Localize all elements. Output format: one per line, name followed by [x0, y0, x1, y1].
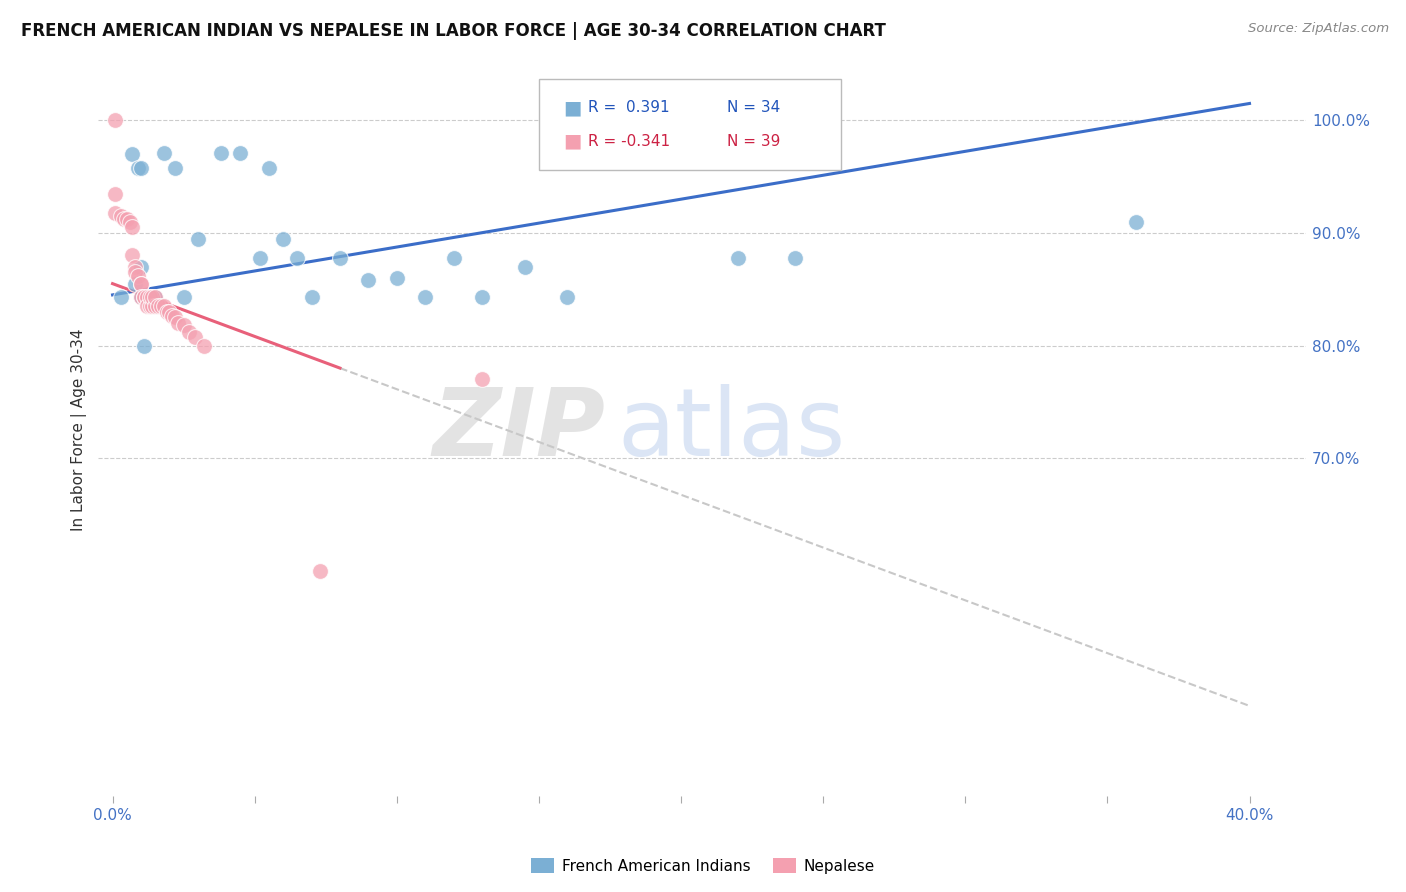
Point	[121, 248, 143, 262]
Text: R = -0.341: R = -0.341	[588, 134, 669, 149]
Point	[271, 231, 294, 245]
Legend: French American Indians, Nepalese: French American Indians, Nepalese	[524, 852, 882, 880]
Point	[413, 290, 436, 304]
Point	[129, 277, 152, 291]
Point	[187, 231, 209, 245]
Point	[513, 260, 536, 274]
Text: ■: ■	[564, 132, 582, 151]
Point	[127, 268, 149, 283]
Point	[129, 260, 152, 274]
Text: N = 39: N = 39	[727, 134, 780, 149]
Point	[727, 251, 749, 265]
Point	[121, 220, 143, 235]
Point	[129, 290, 152, 304]
Point	[104, 205, 127, 219]
Point	[110, 290, 132, 304]
Point	[443, 251, 465, 265]
Point	[115, 212, 138, 227]
Point	[129, 161, 152, 175]
Point	[557, 290, 579, 304]
Point	[135, 299, 157, 313]
Point	[141, 290, 163, 304]
Point	[179, 325, 201, 339]
Point	[173, 290, 195, 304]
Point	[165, 161, 187, 175]
Text: N = 34: N = 34	[727, 100, 780, 115]
Point	[143, 290, 166, 304]
Point	[138, 290, 160, 304]
Text: Source: ZipAtlas.com: Source: ZipAtlas.com	[1249, 22, 1389, 36]
Point	[124, 260, 146, 274]
Point	[249, 251, 271, 265]
Point	[141, 299, 163, 313]
Point	[229, 146, 252, 161]
Point	[112, 212, 135, 227]
Point	[135, 290, 157, 304]
Point	[124, 277, 146, 291]
FancyBboxPatch shape	[540, 78, 841, 170]
Point	[471, 290, 494, 304]
Point	[152, 299, 174, 313]
Point	[146, 299, 169, 313]
Point	[143, 299, 166, 313]
Point	[132, 338, 155, 352]
Text: ZIP: ZIP	[433, 384, 606, 476]
Point	[141, 290, 163, 304]
Point	[132, 290, 155, 304]
Point	[165, 310, 187, 325]
Point	[157, 305, 180, 319]
Y-axis label: In Labor Force | Age 30-34: In Labor Force | Age 30-34	[72, 329, 87, 532]
Point	[1125, 215, 1147, 229]
Point	[357, 273, 380, 287]
Point	[162, 310, 184, 324]
Point	[149, 299, 172, 313]
Point	[285, 251, 308, 265]
Point	[329, 251, 352, 265]
Point	[155, 305, 177, 319]
Point	[129, 290, 152, 304]
Point	[138, 299, 160, 313]
Text: FRENCH AMERICAN INDIAN VS NEPALESE IN LABOR FORCE | AGE 30-34 CORRELATION CHART: FRENCH AMERICAN INDIAN VS NEPALESE IN LA…	[21, 22, 886, 40]
Point	[385, 271, 408, 285]
Point	[471, 372, 494, 386]
Point	[257, 161, 280, 175]
Text: ■: ■	[564, 98, 582, 117]
Point	[309, 564, 332, 578]
Point	[184, 329, 207, 343]
Point	[129, 277, 152, 291]
Point	[104, 113, 127, 128]
Point	[124, 265, 146, 279]
Point	[152, 146, 174, 161]
Point	[301, 290, 323, 304]
Point	[143, 290, 166, 304]
Text: R =  0.391: R = 0.391	[588, 100, 669, 115]
Point	[132, 290, 155, 304]
Point	[138, 290, 160, 304]
Text: atlas: atlas	[617, 384, 846, 476]
Point	[783, 251, 806, 265]
Point	[167, 316, 190, 330]
Point	[209, 146, 232, 161]
Point	[118, 215, 141, 229]
Point	[127, 161, 149, 175]
Point	[193, 338, 215, 352]
Point	[110, 209, 132, 223]
Point	[121, 147, 143, 161]
Point	[104, 186, 127, 201]
Point	[173, 318, 195, 333]
